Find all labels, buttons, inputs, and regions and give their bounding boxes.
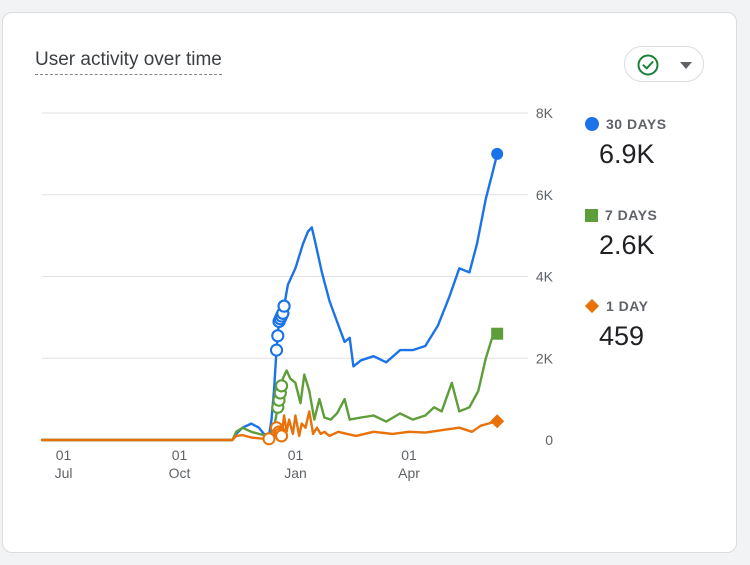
- highlight-point-thirty_days: [270, 343, 284, 357]
- y-tick-label: 8K: [536, 105, 554, 121]
- x-tick-label-day: 01: [56, 447, 72, 463]
- series-line-thirty_days: [40, 152, 499, 442]
- y-tick-label: 4K: [536, 269, 554, 285]
- legend-label-1-day: 1 DAY: [606, 298, 649, 314]
- legend-value-7-days: 2.6K: [599, 230, 655, 260]
- x-tick-label-day: 01: [172, 447, 188, 463]
- check-circle-icon: [637, 54, 659, 76]
- circle-marker-icon: [585, 117, 599, 131]
- legend-label-30-days: 30 DAYS: [606, 116, 667, 132]
- legend-label-7-days: 7 DAYS: [605, 207, 658, 223]
- series-line-seven_days: [40, 332, 499, 442]
- legend-item-1-day[interactable]: 1 DAY 459: [584, 297, 649, 352]
- caret-down-icon: [680, 62, 692, 69]
- x-tick-label-month: Oct: [169, 465, 191, 481]
- end-marker-one_day: [490, 414, 505, 429]
- highlight-point-thirty_days: [277, 299, 291, 313]
- legend-value-1-day: 459: [599, 321, 645, 351]
- legend-item-7-days[interactable]: 7 DAYS 2.6K: [585, 206, 657, 261]
- y-tick-label: 2K: [536, 350, 554, 366]
- diamond-marker-icon: [584, 298, 600, 314]
- x-tick-label-day: 01: [288, 447, 304, 463]
- end-marker-seven_days: [491, 327, 504, 340]
- legend-item-30-days[interactable]: 30 DAYS 6.9K: [585, 115, 667, 170]
- x-tick-label-day: 01: [401, 447, 417, 463]
- y-tick-label: 0: [545, 432, 553, 448]
- status-dropdown-button[interactable]: [624, 46, 704, 82]
- card-title[interactable]: User activity over time: [35, 49, 222, 75]
- highlight-point-seven_days: [275, 379, 289, 393]
- x-tick-label-month: Jan: [284, 465, 307, 481]
- x-tick-label-month: Jul: [55, 465, 73, 481]
- y-tick-label: 6K: [536, 187, 554, 203]
- highlight-point-thirty_days: [271, 329, 285, 343]
- user-activity-card: User activity over time: [2, 12, 737, 553]
- square-marker-icon: [585, 208, 598, 222]
- legend-value-30-days: 6.9K: [599, 139, 655, 169]
- end-marker-thirty_days: [491, 147, 504, 160]
- x-tick-label-month: Apr: [398, 465, 420, 481]
- highlight-point-one_day: [275, 429, 289, 443]
- highlight-point-one_day: [262, 432, 276, 446]
